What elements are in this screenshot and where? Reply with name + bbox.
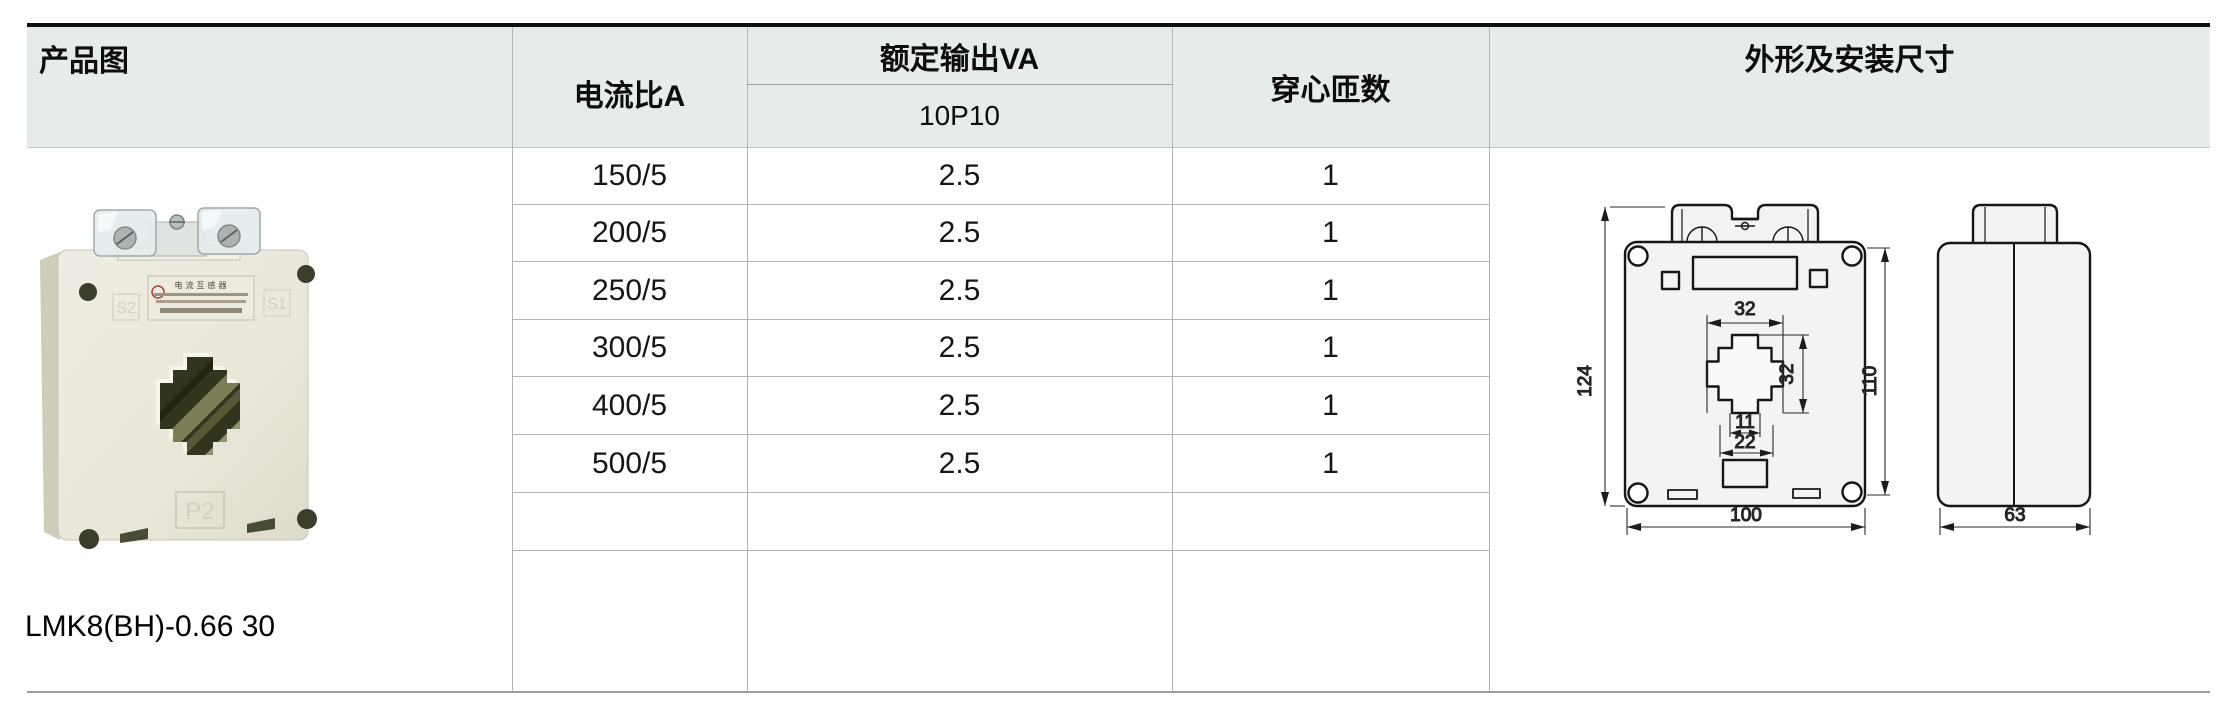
output-value: 2.5 <box>938 216 981 249</box>
turns-value: 1 <box>1322 216 1339 249</box>
turns-value: 1 <box>1322 273 1339 307</box>
output-value: 2.5 <box>938 273 981 307</box>
output-value <box>747 551 1172 693</box>
ratio-value: 250/5 <box>591 273 668 307</box>
rating-label: 电流互感器 <box>147 275 255 321</box>
header-product-image: 产品图 <box>39 45 129 78</box>
label-title: 电流互感器 <box>175 280 230 290</box>
side-view <box>1936 203 2092 508</box>
output-value <box>747 493 1172 550</box>
marking-p2: P2 <box>185 498 214 525</box>
ratio-value: 400/5 <box>591 388 668 422</box>
turns-value: 1 <box>1322 388 1339 422</box>
table-row <box>512 493 1489 551</box>
table-bottom-rule <box>27 691 2210 693</box>
column-divider <box>747 27 748 692</box>
column-divider <box>512 27 513 692</box>
photo-side-face <box>40 252 60 540</box>
table-row: 200/5 2.5 1 <box>512 205 1489 262</box>
terminal-markings: S2 S1 <box>112 289 291 321</box>
header-sub-divider <box>747 84 1172 85</box>
dim-body-height: 110 <box>1860 366 1881 396</box>
dim-overall-height: 124 <box>1575 365 1596 397</box>
turns-value: 1 <box>1322 446 1339 480</box>
p2-marking: P2 <box>175 491 225 529</box>
front-dimensions: 124 110 32 32 11 <box>1574 206 1890 535</box>
table-header-band <box>27 27 2210 148</box>
output-value: 2.5 <box>938 446 981 480</box>
ratio-value: 300/5 <box>591 331 668 364</box>
product-model: LMK8(BH)-0.66 30 <box>25 610 276 643</box>
dim-hole-width: 32 <box>1734 299 1755 320</box>
dim-slot-outer-width: 22 <box>1734 432 1755 453</box>
spec-table-body: 150/5 2.5 1 200/5 2.5 1 250/5 2.5 1 300/… <box>512 147 1489 693</box>
table-row: 250/5 2.5 1 <box>512 262 1489 320</box>
turns-value: 1 <box>1322 331 1339 364</box>
header-rated-output-class: 10P10 <box>919 99 1000 131</box>
ratio-value: 500/5 <box>591 446 668 480</box>
dimension-drawing: 124 110 32 32 11 <box>1574 203 2092 535</box>
header-turns: 穿心匝数 <box>1270 74 1391 107</box>
mounting-holes <box>79 265 317 549</box>
terminal-block <box>93 207 261 261</box>
bottom-slots <box>120 518 275 543</box>
header-dimensions: 外形及安装尺寸 <box>1744 44 1955 77</box>
side-dimensions: 63 <box>1939 504 2091 535</box>
turns-value: 1 <box>1322 158 1339 192</box>
marking-s2: S2 <box>116 300 136 317</box>
header-current-ratio: 电流比A <box>573 80 686 113</box>
table-row: 150/5 2.5 1 <box>512 147 1489 205</box>
table-row <box>512 551 1489 693</box>
table-row: 400/5 2.5 1 <box>512 377 1489 435</box>
turns-value <box>1172 551 1489 693</box>
ratio-value: 200/5 <box>591 216 668 249</box>
output-value: 2.5 <box>938 388 981 422</box>
ratio-value <box>512 493 747 550</box>
ratio-value <box>512 551 747 693</box>
turns-value <box>1172 493 1489 550</box>
dim-base-width: 100 <box>1730 505 1762 526</box>
table-row: 500/5 2.5 1 <box>512 435 1489 493</box>
column-divider <box>1172 27 1173 692</box>
table-row: 300/5 2.5 1 <box>512 320 1489 377</box>
product-photo: 电流互感器 S2 S1 <box>40 207 317 549</box>
output-value: 2.5 <box>938 331 981 364</box>
front-view <box>1623 203 1867 508</box>
dim-hole-height: 32 <box>1777 363 1798 384</box>
column-divider <box>1489 27 1490 692</box>
dim-side-width: 63 <box>2004 505 2025 526</box>
output-value: 2.5 <box>938 158 981 192</box>
dim-slot-width: 11 <box>1735 412 1755 433</box>
header-rated-output: 额定输出VA <box>879 42 1040 76</box>
marking-s1: S1 <box>267 296 287 313</box>
ratio-value: 150/5 <box>591 158 668 192</box>
busbar-window <box>156 353 240 455</box>
table-top-rule <box>27 23 2210 27</box>
